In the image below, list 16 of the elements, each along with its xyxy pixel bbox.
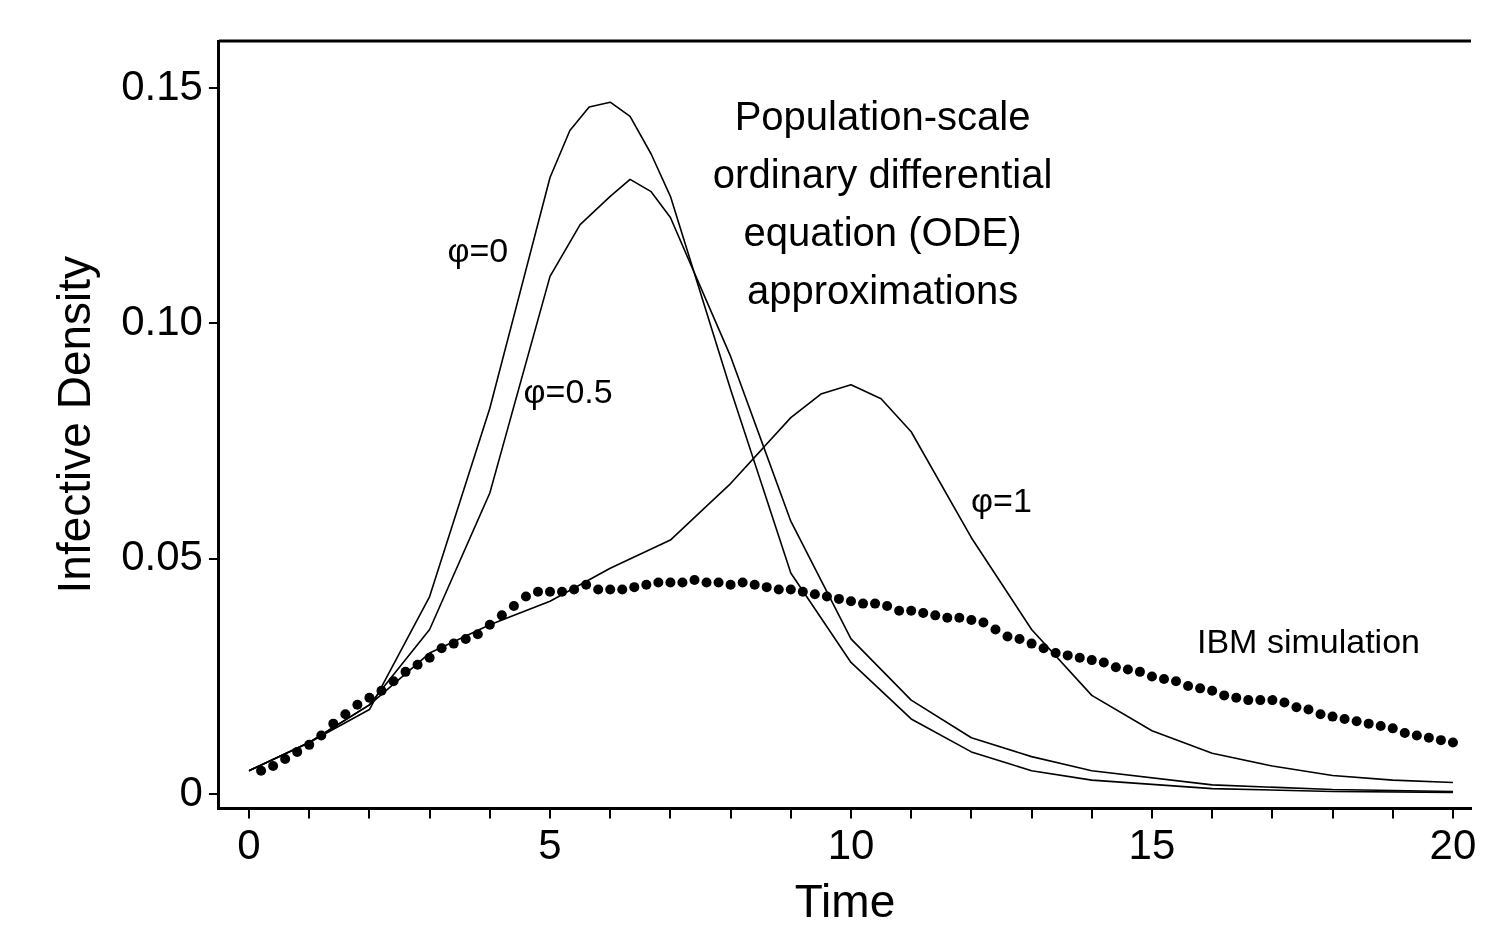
x-axis-title: Time (794, 875, 896, 928)
y-axis-title: Infective Density (48, 255, 101, 594)
series-label: φ=1 (971, 480, 1032, 519)
x-tick-label: 5 (538, 821, 562, 869)
y-tick-label: 0.10 (121, 297, 203, 345)
series-label: IBM simulation (1196, 622, 1420, 660)
x-tick-label: 10 (827, 821, 875, 869)
annotation: Population-scale ordinary differential equation (ODE) approximations (712, 94, 1053, 313)
x-tick-label: 20 (1429, 821, 1477, 869)
y-tick-label: 0.05 (121, 532, 203, 580)
y-tick-label: 0.15 (121, 61, 203, 109)
x-tick-label: 0 (237, 821, 261, 869)
x-tick-label: 15 (1128, 821, 1176, 869)
series-label: φ=0.5 (523, 372, 613, 411)
y-tick-label: 0 (179, 767, 203, 815)
series-label: φ=0 (447, 231, 509, 270)
